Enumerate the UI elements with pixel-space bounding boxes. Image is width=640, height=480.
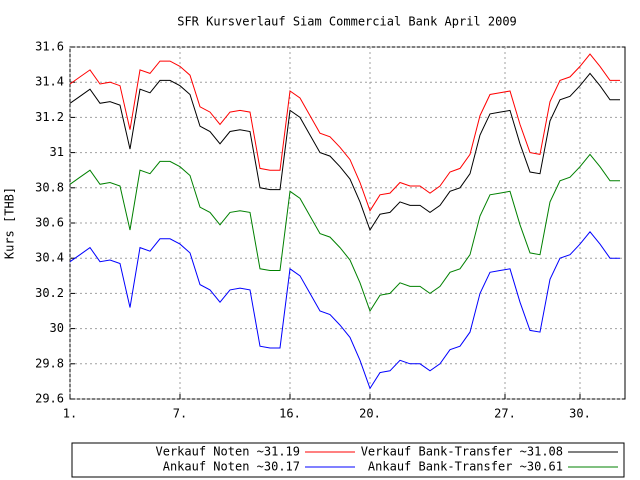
x-tick-label: 1. [63, 407, 77, 421]
y-tick-label: 30 [50, 321, 64, 335]
x-tick-label: 7. [173, 407, 187, 421]
legend-label: Ankauf Bank-Transfer ~30.61 [368, 460, 563, 474]
x-tick-label: 20. [359, 407, 381, 421]
y-tick-label: 30.2 [35, 286, 64, 300]
y-tick-label: 31 [50, 145, 64, 159]
series-line [69, 53, 620, 212]
y-axis-label: Kurs [THB] [3, 187, 17, 259]
y-tick-label: 30.6 [35, 216, 64, 230]
series-line [69, 153, 620, 313]
x-tick-label: 16. [279, 407, 301, 421]
legend-label: Ankauf Noten ~30.17 [163, 460, 300, 474]
x-tick-label: 30. [569, 407, 591, 421]
chart-title: SFR Kursverlauf Siam Commercial Bank Apr… [177, 15, 517, 29]
series-line [69, 231, 620, 390]
y-tick-label: 31.4 [35, 75, 64, 89]
y-tick-label: 30.4 [35, 251, 64, 265]
y-tick-label: 29.8 [35, 356, 64, 370]
legend-label: Verkauf Noten ~31.19 [156, 445, 301, 459]
legend-frame [71, 442, 625, 478]
y-tick-label: 30.8 [35, 180, 64, 194]
y-tick-label: 31.6 [35, 40, 64, 54]
x-tick-label: 27. [494, 407, 516, 421]
legend-label: Verkauf Bank-Transfer ~31.08 [361, 445, 563, 459]
series-line [69, 72, 620, 232]
y-tick-label: 29.6 [35, 392, 64, 406]
y-tick-label: 31.2 [35, 110, 64, 124]
